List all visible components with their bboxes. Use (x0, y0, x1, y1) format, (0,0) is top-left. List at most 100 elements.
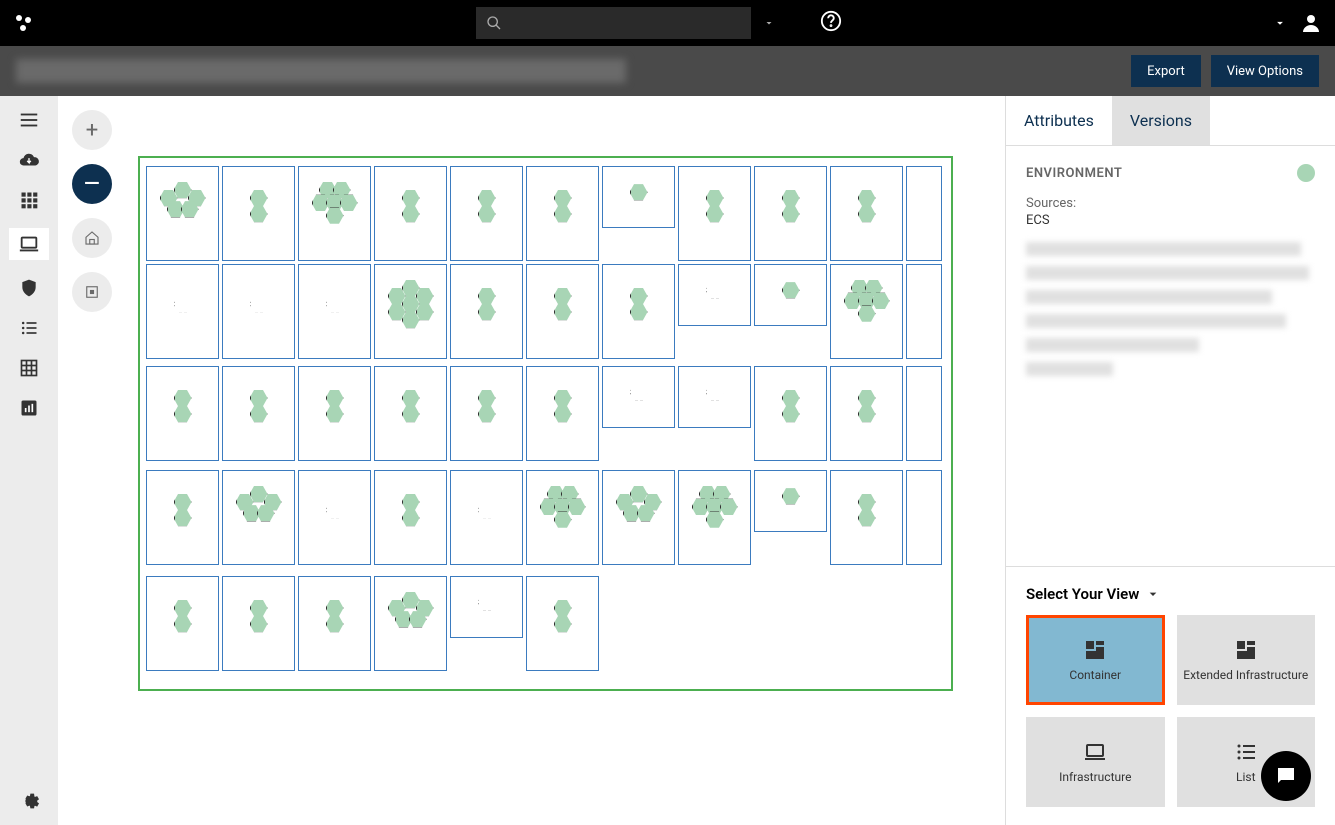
container-card[interactable] (298, 576, 371, 671)
canvas-area[interactable]: + – (58, 96, 1005, 825)
container-card[interactable] (146, 264, 219, 359)
container-card[interactable] (526, 264, 599, 359)
container-card[interactable] (222, 264, 295, 359)
container-card[interactable] (222, 166, 295, 261)
view-options-button[interactable]: View Options (1211, 55, 1319, 87)
redacted-content (1026, 242, 1315, 376)
container-card[interactable] (526, 470, 599, 565)
help-icon[interactable] (820, 10, 842, 36)
view-selector-title[interactable]: Select Your View (1026, 585, 1315, 603)
view-option-infrastructure[interactable]: Infrastructure (1026, 717, 1165, 807)
nav-settings-icon[interactable] (17, 789, 41, 813)
container-card[interactable] (450, 470, 523, 565)
container-card[interactable] (298, 366, 371, 461)
container-card[interactable] (906, 166, 942, 261)
search-container (476, 7, 779, 39)
chevron-down-icon (1145, 586, 1161, 602)
container-card[interactable] (754, 264, 827, 326)
zoom-house-button[interactable] (72, 218, 112, 258)
container-card[interactable] (374, 470, 447, 565)
container-card[interactable] (906, 366, 942, 461)
search-icon (486, 15, 502, 31)
nav-chart-icon[interactable] (17, 396, 41, 420)
nav-apps-icon[interactable] (17, 188, 41, 212)
container-card[interactable] (298, 470, 371, 565)
zoom-target-button[interactable] (72, 272, 112, 312)
container-card[interactable] (678, 264, 751, 326)
panel-heading: ENVIRONMENT (1026, 164, 1315, 182)
breadcrumb-bar: Export View Options (0, 46, 1335, 96)
top-right (1273, 11, 1323, 35)
right-panel: Attributes Versions ENVIRONMENT Sources:… (1005, 96, 1335, 825)
panel-body: ENVIRONMENT Sources: ECS (1006, 146, 1335, 566)
container-card[interactable] (374, 166, 447, 261)
container-card[interactable] (678, 166, 751, 261)
container-card[interactable] (222, 576, 295, 671)
container-card[interactable] (450, 576, 523, 638)
sources-value: ECS (1026, 213, 1315, 228)
view-selector-title-text: Select Your View (1026, 585, 1139, 603)
container-card[interactable] (450, 366, 523, 461)
sources-label: Sources: (1026, 196, 1315, 211)
container-card[interactable] (374, 576, 447, 671)
container-card[interactable] (678, 366, 751, 428)
container-card[interactable] (602, 366, 675, 428)
chevron-down-icon[interactable] (1273, 16, 1287, 30)
container-card[interactable] (526, 166, 599, 261)
view-option-container[interactable]: Container (1026, 615, 1165, 705)
panel-tabs: Attributes Versions (1006, 96, 1335, 146)
container-card[interactable] (374, 264, 447, 359)
search-dropdown-chevron-icon[interactable] (759, 17, 779, 29)
container-card[interactable] (906, 470, 942, 565)
container-card[interactable] (374, 366, 447, 461)
export-button[interactable]: Export (1131, 55, 1201, 87)
container-card[interactable] (602, 264, 675, 359)
chat-button[interactable] (1261, 751, 1311, 801)
container-card[interactable] (830, 366, 903, 461)
container-card[interactable] (222, 366, 295, 461)
search-input[interactable] (476, 7, 751, 39)
nav-laptop-icon[interactable] (9, 228, 49, 260)
container-card[interactable] (526, 576, 599, 671)
top-bar (0, 0, 1335, 46)
container-card[interactable] (298, 166, 371, 261)
left-sidebar (0, 96, 58, 825)
logo[interactable] (12, 11, 36, 35)
tab-versions[interactable]: Versions (1112, 96, 1210, 145)
zoom-out-button[interactable]: – (72, 164, 112, 204)
container-card[interactable] (602, 166, 675, 228)
user-icon[interactable] (1299, 11, 1323, 35)
container-card[interactable] (754, 366, 827, 461)
container-card[interactable] (830, 470, 903, 565)
container-card[interactable] (754, 166, 827, 261)
container-card[interactable] (146, 470, 219, 565)
container-card[interactable] (298, 264, 371, 359)
container-map[interactable] (138, 156, 953, 691)
container-card[interactable] (754, 470, 827, 532)
container-card[interactable] (830, 264, 903, 359)
breadcrumb-text (16, 59, 626, 83)
container-card[interactable] (146, 366, 219, 461)
container-card[interactable] (602, 470, 675, 565)
container-card[interactable] (526, 366, 599, 461)
zoom-controls: + – (72, 110, 112, 312)
container-card[interactable] (450, 264, 523, 359)
container-card[interactable] (906, 264, 942, 359)
nav-cloud-download-icon[interactable] (17, 148, 41, 172)
main-content: + – Attributes Versions ENVIRONMENT Sour… (0, 96, 1335, 825)
container-card[interactable] (222, 470, 295, 565)
nav-menu-icon[interactable] (17, 108, 41, 132)
container-card[interactable] (830, 166, 903, 261)
container-card[interactable] (146, 576, 219, 671)
container-card[interactable] (146, 166, 219, 261)
container-card[interactable] (678, 470, 751, 565)
nav-shield-icon[interactable] (17, 276, 41, 300)
container-card[interactable] (450, 166, 523, 261)
nav-grid-icon[interactable] (17, 356, 41, 380)
panel-heading-text: ENVIRONMENT (1026, 166, 1122, 181)
view-option-extended-infrastructure[interactable]: Extended Infrastructure (1177, 615, 1316, 705)
nav-list-icon[interactable] (17, 316, 41, 340)
tab-attributes[interactable]: Attributes (1006, 96, 1112, 145)
status-dot (1297, 164, 1315, 182)
zoom-in-button[interactable]: + (72, 110, 112, 150)
